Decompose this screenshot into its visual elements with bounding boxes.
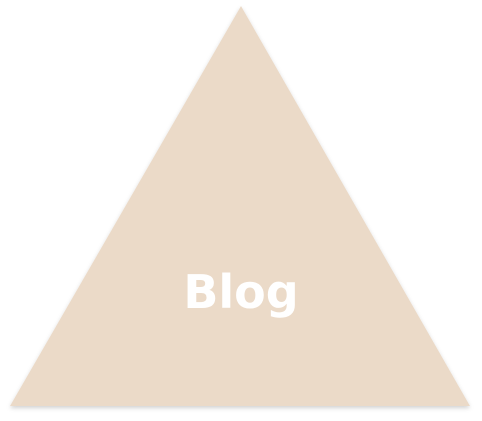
triangle-fill [10,6,470,406]
blog-label: Blog [183,265,299,319]
